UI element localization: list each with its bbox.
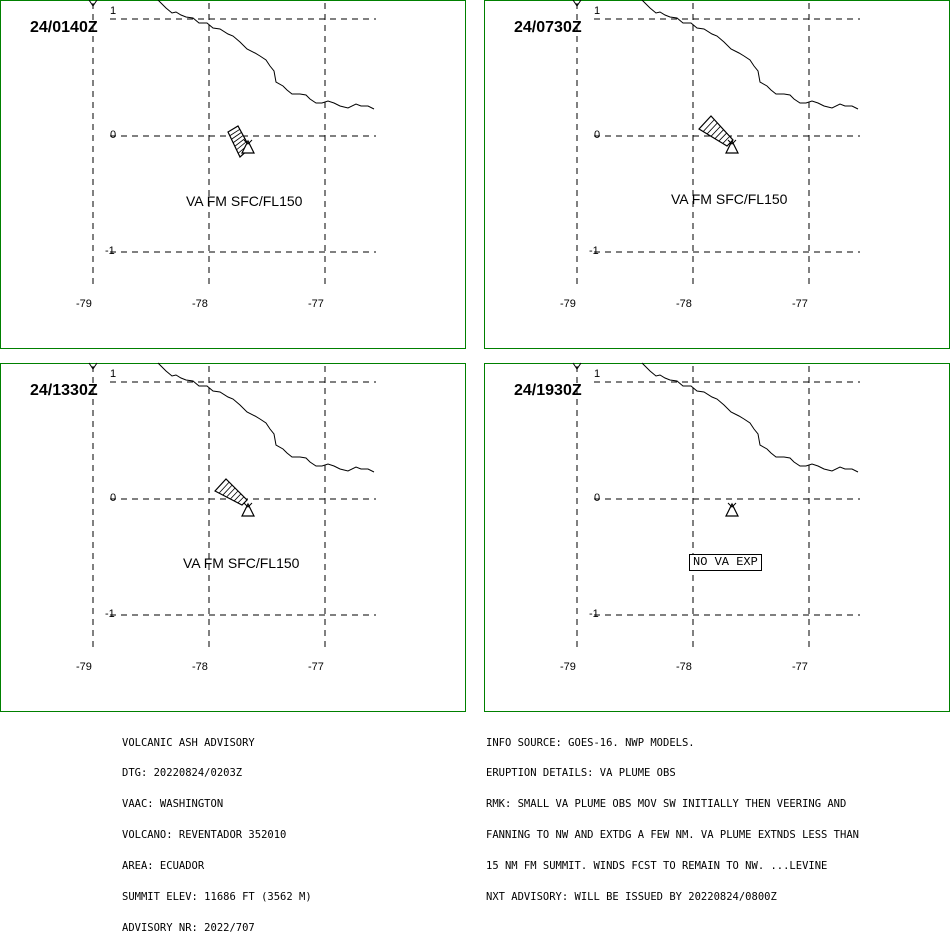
coastline xyxy=(641,362,859,473)
map-panel-2: 24/0730Z 1 0 -1 -79 -78 -77 VA FM SFC/FL150 xyxy=(484,0,950,349)
latitude-tick-label: 1 xyxy=(594,368,601,380)
map-canvas xyxy=(484,0,950,349)
plume-hatch xyxy=(234,138,246,147)
volcano-vent-mark xyxy=(727,139,737,145)
plume-hatch xyxy=(702,119,715,132)
advisory-line: AREA: ECUADOR xyxy=(122,860,205,873)
advisory-line: VOLCANO: REVENTADOR 352010 xyxy=(122,829,287,842)
plume-hatch xyxy=(222,484,233,496)
longitude-tick-label: -77 xyxy=(792,661,808,673)
longitude-tick-label: -79 xyxy=(76,661,92,673)
latitude-tick-label: 0 xyxy=(594,492,601,504)
map-panel-1: 24/0140Z 1 0 -1 -79 -78 -77 VA FM SFC/FL150 xyxy=(0,0,466,349)
coastline xyxy=(157,362,375,473)
plume-hatch xyxy=(237,496,245,504)
advisory-line: ADVISORY NR: 2022/707 xyxy=(122,921,255,934)
latitude-tick-label: 0 xyxy=(594,129,601,141)
plume-hatch xyxy=(230,490,239,500)
panel-time: 24/0140Z xyxy=(30,19,98,36)
advisory-info: VOLCANIC ASH ADVISORY DTG: 20220824/0203… xyxy=(122,717,312,944)
plume-hatch xyxy=(236,141,247,151)
panel-frame xyxy=(0,0,466,349)
volcano-vent-mark xyxy=(727,502,737,508)
longitude-tick-label: -78 xyxy=(192,298,208,310)
latitude-tick-label: -1 xyxy=(589,245,599,257)
volcano-icon xyxy=(725,502,739,517)
plume-hatch xyxy=(718,132,727,142)
plume-hatch xyxy=(218,481,230,494)
longitude-tick-label: -78 xyxy=(676,661,692,673)
map-panel-3: 24/1330Z 1 0 -1 -79 -78 -77 VA FM SFC/FL150 xyxy=(0,362,466,712)
volcano-icon xyxy=(241,139,255,154)
plume-hatch xyxy=(710,126,721,137)
coastline xyxy=(641,0,859,110)
panel-time: 24/1930Z xyxy=(514,382,582,399)
longitude-tick-label: -78 xyxy=(192,661,208,673)
latitude-tick-label: 1 xyxy=(110,368,117,380)
plume-hatch xyxy=(231,132,242,140)
longitude-tick-label: -77 xyxy=(308,298,324,310)
plume-hatch xyxy=(722,136,730,144)
longitude-tick-label: -79 xyxy=(76,298,92,310)
plume-hatch xyxy=(232,135,244,144)
advisory-line: VAAC: WASHINGTON xyxy=(122,798,224,811)
longitude-tick-label: -79 xyxy=(560,298,576,310)
latitude-tick-label: 1 xyxy=(594,5,601,17)
details-line: INFO SOURCE: GOES-16. NWP MODELS. xyxy=(486,736,695,749)
latitude-tick-label: 1 xyxy=(110,5,117,17)
panel-frame xyxy=(484,363,950,712)
latitude-tick-label: 0 xyxy=(110,129,117,141)
ash-layer-label: VA FM SFC/FL150 xyxy=(183,555,300,571)
latitude-tick-label: -1 xyxy=(105,608,115,620)
advisory-line: SUMMIT ELEV: 11686 FT (3562 M) xyxy=(122,891,312,904)
details-line: NXT ADVISORY: WILL BE ISSUED BY 20220824… xyxy=(486,891,777,904)
coastline xyxy=(157,0,375,110)
advisory-line: VOLCANIC ASH ADVISORY xyxy=(122,736,255,749)
map-canvas xyxy=(484,362,950,712)
top-tick-mark xyxy=(88,0,98,7)
map-canvas xyxy=(0,362,466,712)
top-tick-mark xyxy=(572,362,582,370)
top-tick-mark xyxy=(88,362,98,370)
volcano-vent-mark xyxy=(243,502,253,508)
map-panel-4: 24/1930Z 1 0 -1 -79 -78 -77 NO VA EXP xyxy=(484,362,950,712)
details-line: 15 NM FM SUMMIT. WINDS FCST TO REMAIN TO… xyxy=(486,860,828,873)
map-canvas xyxy=(0,0,466,349)
latitude-tick-label: 0 xyxy=(110,492,117,504)
ash-layer-label: VA FM SFC/FL150 xyxy=(671,191,788,207)
panel-time: 24/0730Z xyxy=(514,19,582,36)
panel-time: 24/1330Z xyxy=(30,382,98,399)
ash-layer-label: VA FM SFC/FL150 xyxy=(186,193,303,209)
longitude-tick-label: -79 xyxy=(560,661,576,673)
plume-hatch xyxy=(706,122,718,135)
plume-hatch xyxy=(226,487,236,498)
details-line: FANNING TO NW AND EXTDG A FEW NM. VA PLU… xyxy=(486,829,859,842)
details-line: RMK: SMALL VA PLUME OBS MOV SW INITIALLY… xyxy=(486,798,847,811)
longitude-tick-label: -77 xyxy=(792,298,808,310)
panel-frame xyxy=(484,0,950,349)
no-ash-expected-label: NO VA EXP xyxy=(689,554,762,571)
volcano-vent-mark xyxy=(243,139,253,145)
longitude-tick-label: -77 xyxy=(308,661,324,673)
top-tick-mark xyxy=(572,0,582,7)
latitude-tick-label: -1 xyxy=(105,245,115,257)
volcano-icon xyxy=(725,139,739,154)
longitude-tick-label: -78 xyxy=(676,298,692,310)
plume-hatch xyxy=(714,129,724,139)
details-line: ERUPTION DETAILS: VA PLUME OBS xyxy=(486,767,676,780)
eruption-details: INFO SOURCE: GOES-16. NWP MODELS. ERUPTI… xyxy=(486,717,859,913)
volcano-icon xyxy=(241,502,255,517)
latitude-tick-label: -1 xyxy=(589,608,599,620)
plume-hatch xyxy=(229,128,241,137)
panel-frame xyxy=(0,363,466,712)
advisory-line: DTG: 20220824/0203Z xyxy=(122,767,243,780)
plume-hatch xyxy=(233,493,242,502)
